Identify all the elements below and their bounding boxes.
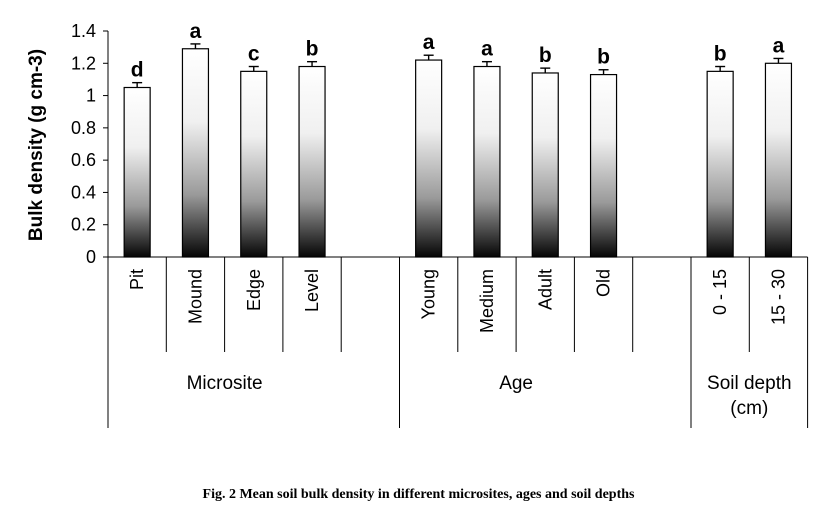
y-axis-label: Bulk density (g cm-3) <box>26 49 47 241</box>
category-label: Adult <box>535 269 555 310</box>
group-label: Soil depth <box>707 373 792 394</box>
y-tick-label: 1.2 <box>71 53 96 73</box>
category-label: Level <box>302 269 322 312</box>
group-labels: Microsite Age Soil depth (cm) <box>187 373 792 419</box>
significance-letter: a <box>773 34 785 57</box>
category-label: Edge <box>244 269 264 311</box>
group-label: (cm) <box>730 398 768 419</box>
significance-letter: d <box>131 59 144 82</box>
bar <box>240 70 268 258</box>
bar <box>531 72 559 258</box>
bar <box>123 86 151 258</box>
bars: d a c b a a b b b a <box>123 20 793 258</box>
bar <box>764 62 793 258</box>
significance-letter: a <box>423 31 435 54</box>
category-label: 0 - 15 <box>710 269 730 315</box>
group-label: Microsite <box>187 373 263 394</box>
category-label: Medium <box>477 269 497 333</box>
y-tick-label: 1.4 <box>71 21 96 41</box>
y-tick-label: 1 <box>86 86 96 106</box>
y-tick-label: 0.6 <box>71 150 96 170</box>
y-tick-label: 0.8 <box>71 118 96 138</box>
bar <box>181 48 210 258</box>
bar <box>706 70 734 258</box>
y-tick-label: 0.2 <box>71 215 96 235</box>
figure-caption: Fig. 2 Mean soil bulk density in differe… <box>202 487 635 502</box>
significance-letter: a <box>481 38 493 61</box>
significance-letter: b <box>597 46 610 69</box>
bar <box>298 65 326 258</box>
y-ticks: 0 0.2 0.4 0.6 0.8 1 1.2 1.4 <box>71 21 108 267</box>
category-label: 15 - 30 <box>768 269 788 325</box>
significance-letter: b <box>539 44 552 67</box>
category-label: Young <box>419 269 439 319</box>
significance-letter: a <box>190 20 202 43</box>
group-label: Age <box>499 373 533 394</box>
significance-letter: c <box>248 43 260 66</box>
category-label: Old <box>594 269 614 297</box>
bar <box>473 65 501 258</box>
category-label: Mound <box>185 269 205 324</box>
axes <box>107 31 809 428</box>
bar <box>589 73 618 258</box>
y-tick-label: 0 <box>86 247 96 267</box>
significance-letter: b <box>714 43 727 66</box>
category-label: Pit <box>127 269 147 290</box>
significance-letter: b <box>306 38 319 61</box>
bar <box>415 59 443 258</box>
y-tick-label: 0.4 <box>71 182 96 202</box>
category-labels: Pit Mound Edge Level Young Medium Adult Old 0 - … <box>127 269 788 333</box>
